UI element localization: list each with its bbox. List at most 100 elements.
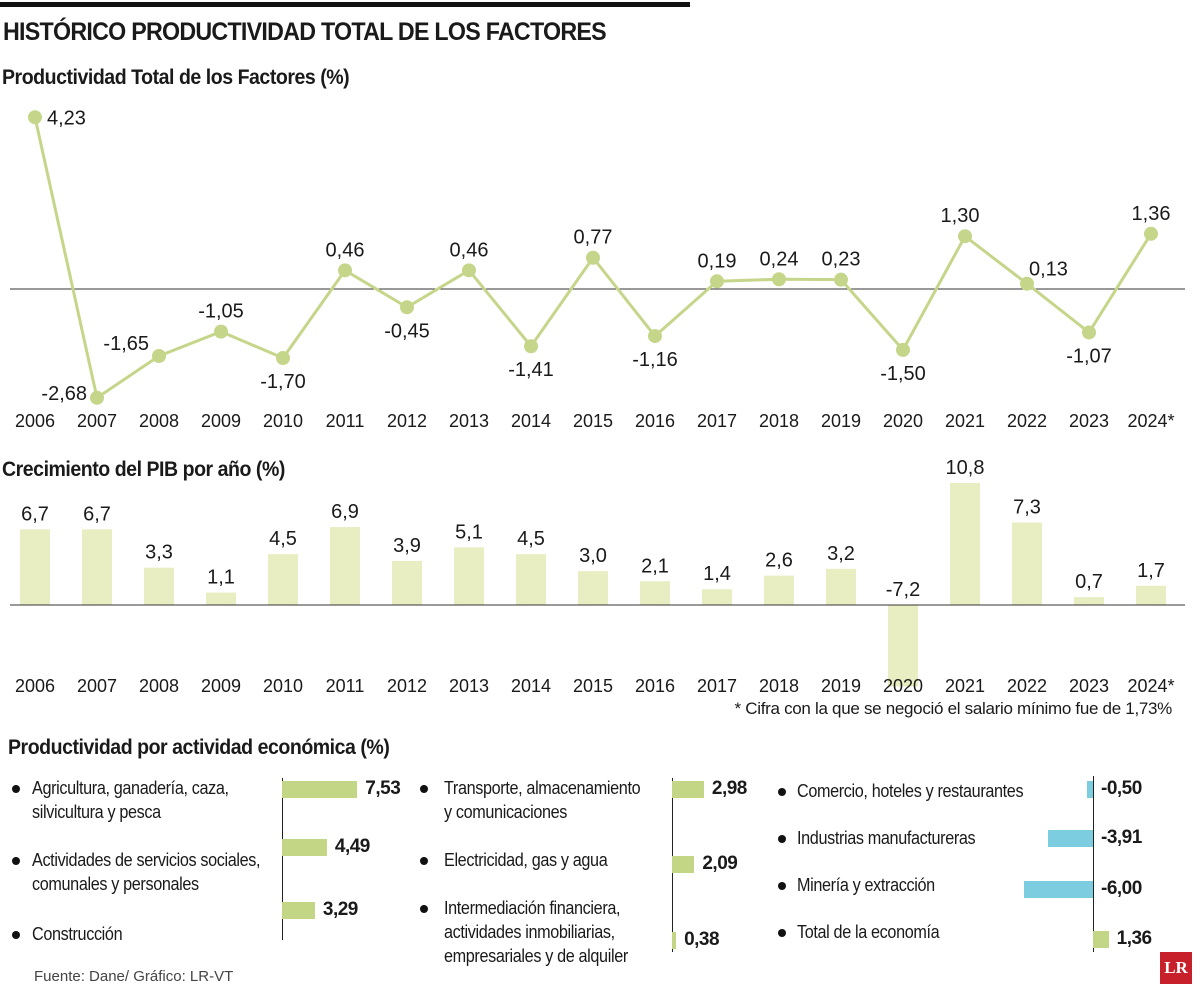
activity-label: Actividades de servicios sociales, comun… (32, 850, 261, 894)
activity-bar (1093, 931, 1109, 948)
gdp-bar (206, 592, 236, 605)
tfp-data-label: 0,24 (760, 248, 799, 270)
gdp-bar (826, 568, 856, 605)
gdp-data-label: 10,8 (946, 457, 985, 479)
activity-chart-title: Productividad por actividad económica (%… (8, 736, 390, 759)
tfp-year-label: 2018 (759, 411, 799, 431)
tfp-year-label: 2022 (1007, 411, 1047, 431)
tfp-data-label: -1,07 (1066, 345, 1112, 367)
tfp-point (524, 339, 538, 354)
activity-axis (282, 778, 283, 940)
bullet-icon (420, 905, 428, 913)
tfp-chart-title: Productividad Total de los Factores (%) (2, 66, 350, 89)
bullet-icon (778, 788, 786, 796)
gdp-year-label: 2024* (1127, 676, 1174, 696)
gdp-year-label: 2019 (821, 676, 861, 696)
tfp-data-label: 0,46 (450, 239, 489, 261)
tfp-year-label: 2017 (697, 411, 737, 431)
activity-label: Comercio, hoteles y restaurantes (797, 781, 1024, 801)
tfp-year-label: 2007 (77, 411, 117, 431)
gdp-year-label: 2021 (945, 676, 985, 696)
activity-axis (1093, 776, 1094, 952)
bullet-icon (420, 785, 428, 793)
gdp-data-label: 3,9 (393, 535, 421, 557)
gdp-data-label: -7,2 (886, 579, 920, 601)
gdp-bar (1074, 597, 1104, 605)
gdp-year-label: 2017 (697, 676, 737, 696)
top-rule (0, 2, 690, 7)
gdp-year-label: 2010 (263, 676, 303, 696)
tfp-point (90, 390, 104, 405)
gdp-bar (1012, 522, 1042, 605)
gdp-year-label: 2009 (201, 676, 241, 696)
gdp-bar (516, 554, 546, 605)
activity-value: -6,00 (1101, 878, 1142, 899)
tfp-point (834, 272, 848, 287)
gdp-year-label: 2016 (635, 676, 675, 696)
activity-label: Minería y extracción (797, 875, 935, 895)
activity-bar (672, 932, 677, 949)
gdp-year-label: 2023 (1069, 676, 1109, 696)
bullet-icon (778, 929, 786, 937)
gdp-bar (888, 605, 918, 687)
tfp-year-label: 2023 (1069, 411, 1109, 431)
tfp-data-label: -1,70 (260, 371, 306, 393)
tfp-point (28, 110, 42, 125)
tfp-year-label: 2015 (573, 411, 613, 431)
activity-value: -3,91 (1101, 827, 1142, 848)
gdp-bar (1136, 585, 1166, 605)
tfp-year-label: 2016 (635, 411, 675, 431)
gdp-chart-title: Crecimiento del PIB por año (%) (2, 458, 285, 481)
tfp-data-label: 0,23 (822, 249, 861, 271)
tfp-point (710, 274, 724, 289)
tfp-point (772, 272, 786, 287)
tfp-year-label: 2021 (945, 411, 985, 431)
activity-value: 2,09 (702, 853, 738, 874)
activity-bar (672, 781, 704, 798)
gdp-data-label: 6,7 (21, 503, 49, 525)
tfp-point (152, 348, 166, 363)
activity-label: Intermediación financiera, actividades i… (444, 898, 628, 966)
tfp-point (214, 324, 228, 339)
tfp-year-label: 2020 (883, 411, 923, 431)
tfp-year-label: 2009 (201, 411, 241, 431)
activity-label: Industrias manufactureras (797, 828, 976, 848)
tfp-year-label: 2011 (326, 411, 365, 431)
gdp-year-label: 2013 (449, 676, 489, 696)
gdp-bar (764, 575, 794, 605)
tfp-data-label: -1,65 (103, 333, 149, 355)
gdp-bar (950, 482, 980, 605)
tfp-point (462, 263, 476, 278)
gdp-year-label: 2011 (326, 676, 365, 696)
gdp-data-label: 3,0 (579, 545, 607, 567)
activity-value: -0,50 (1101, 778, 1142, 799)
tfp-data-label: -1,41 (508, 359, 554, 381)
tfp-year-label: 2006 (15, 411, 55, 431)
page-title: HISTÓRICO PRODUCTIVIDAD TOTAL DE LOS FAC… (3, 18, 607, 46)
activity-label: Agricultura, ganadería, caza, silvicultu… (32, 778, 229, 822)
tfp-data-label: 0,19 (698, 250, 737, 272)
activity-bar (672, 856, 695, 873)
gdp-bar (330, 527, 360, 605)
gdp-data-label: 1,7 (1137, 560, 1165, 582)
tfp-year-label: 2010 (263, 411, 303, 431)
activity-label: Transporte, almacenamiento y comunicacio… (444, 778, 641, 822)
activity-value: 1,36 (1116, 928, 1152, 949)
tfp-year-label: 2019 (821, 411, 861, 431)
tfp-data-label: -1,05 (198, 301, 244, 323)
activity-bar (282, 902, 315, 919)
gdp-data-label: 7,3 (1013, 497, 1041, 519)
tfp-year-label: 2014 (511, 411, 551, 431)
tfp-year-label: 2008 (139, 411, 179, 431)
activity-label: Construcción (32, 924, 123, 944)
gdp-data-label: 5,1 (455, 521, 483, 543)
gdp-bar (454, 547, 484, 605)
gdp-bar (392, 560, 422, 605)
tfp-point (586, 250, 600, 265)
gdp-bar (144, 567, 174, 605)
tfp-data-label: -1,16 (632, 349, 678, 371)
tfp-year-label: 2024* (1127, 411, 1174, 431)
bullet-icon (12, 785, 20, 793)
gdp-year-label: 2018 (759, 676, 799, 696)
activity-value: 3,29 (322, 899, 358, 920)
